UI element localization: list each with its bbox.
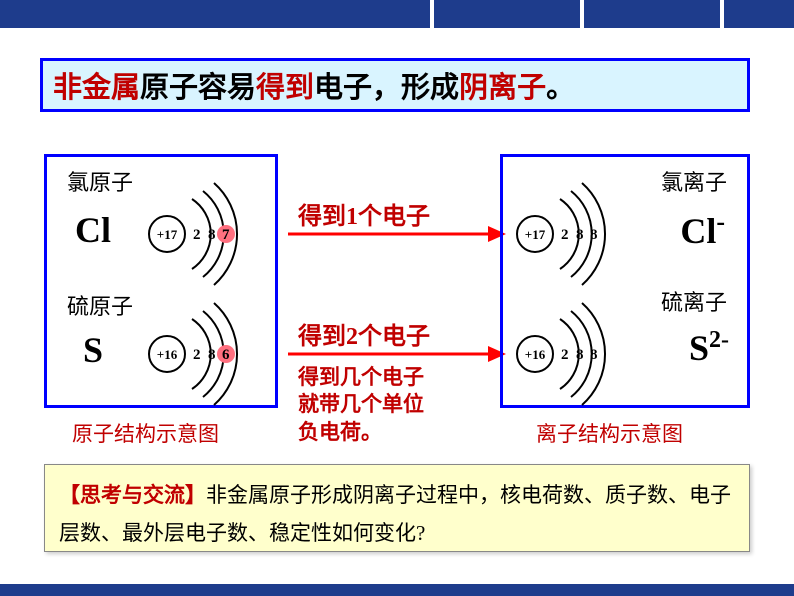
title-p1: 原子容易 <box>140 64 256 106</box>
shell-1: 2 <box>561 227 569 243</box>
s-text: S <box>689 328 709 368</box>
sulfide-ion-symbol: S2- <box>689 327 729 369</box>
arrow-2 <box>288 344 506 366</box>
shell-1: 2 <box>193 347 201 363</box>
sulfur-atom-label: 硫原子 <box>67 289 133 321</box>
cl-charge: - <box>716 207 725 236</box>
note-line-2: 就带几个单位 <box>298 391 424 418</box>
title-p2: 得到 <box>256 64 314 106</box>
sulfide-ion-label: 硫离子 <box>661 285 727 317</box>
title-p5: 。 <box>546 64 575 106</box>
shell-3: 8 <box>590 347 598 363</box>
shell-2: 8 <box>576 227 584 243</box>
s-charge: 2- <box>709 327 729 353</box>
nucleus-text: +17 <box>525 227 546 242</box>
question-bracket: 【思考与交流】 <box>59 483 206 507</box>
top-seg <box>720 0 724 28</box>
shell-3: 7 <box>222 227 230 243</box>
chlorine-atom-label: 氯原子 <box>67 165 133 197</box>
atom-caption: 原子结构示意图 <box>72 418 219 448</box>
chlorine-atom-diagram: +17 2 8 7 <box>137 179 277 289</box>
shell-2: 8 <box>576 347 584 363</box>
sulfide-ion-diagram: +16 2 8 8 <box>505 299 645 409</box>
sulfur-atom-diagram: +16 2 8 6 <box>137 299 277 409</box>
top-seg <box>430 0 434 28</box>
sulfur-symbol: S <box>83 329 103 371</box>
title-p3: 电子，形成 <box>314 64 459 106</box>
shell-1: 2 <box>561 347 569 363</box>
shell-3: 8 <box>590 227 598 243</box>
arrow-1 <box>288 224 506 246</box>
cl-text: Cl <box>680 211 716 251</box>
title-p4: 阴离子 <box>459 64 546 106</box>
chloride-ion-symbol: Cl- <box>680 207 725 252</box>
note-line-1: 得到几个电子 <box>298 364 424 391</box>
shell-2: 8 <box>208 227 216 243</box>
shell-3: 6 <box>222 347 230 363</box>
nucleus-text: +16 <box>157 347 178 362</box>
note-line-3: 负电荷。 <box>298 419 424 446</box>
chloride-ion-label: 氯离子 <box>661 165 727 197</box>
chlorine-symbol: Cl <box>75 209 111 251</box>
atom-structure-box: 氯原子 Cl +17 2 8 7 硫原子 S +16 2 8 6 <box>44 154 278 408</box>
chloride-ion-diagram: +17 2 8 8 <box>505 179 645 289</box>
charge-note: 得到几个电子 就带几个单位 负电荷。 <box>298 364 424 446</box>
question-box: 【思考与交流】非金属原子形成阴离子过程中，核电荷数、质子数、电子层数、最外层电子… <box>44 464 750 552</box>
shell-1: 2 <box>193 227 201 243</box>
ion-caption: 离子结构示意图 <box>536 418 683 448</box>
nucleus-text: +16 <box>525 347 546 362</box>
shell-2: 8 <box>208 347 216 363</box>
ion-structure-box: 氯离子 +17 2 8 8 Cl- 硫离子 +16 2 8 8 S2- <box>500 154 750 408</box>
title-p0: 非金属 <box>53 64 140 106</box>
top-decoration <box>0 0 794 28</box>
title-banner: 非金属 原子容易 得到 电子，形成 阴离子 。 <box>40 58 750 112</box>
nucleus-text: +17 <box>157 227 178 242</box>
top-seg <box>580 0 584 28</box>
